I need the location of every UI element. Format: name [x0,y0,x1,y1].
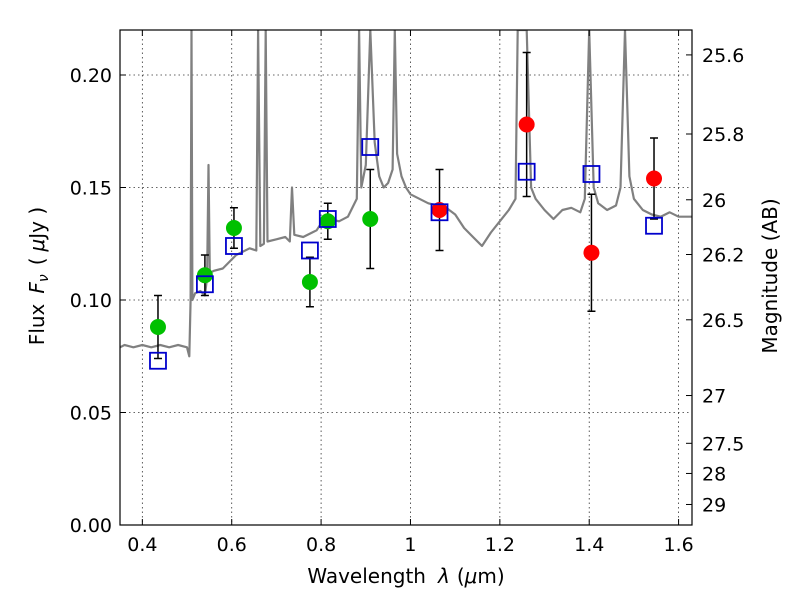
grid-layer [120,30,692,525]
mag-tick-label: 26 [702,190,726,212]
model-square-point [318,210,337,228]
marker-layer [149,116,663,370]
tick-layer: 0.4 0.6 0.8 1 1.2 1.4 1.6 0.00 0.05 0.10 0.15 0.20 2… [70,30,744,556]
mag-tick-label: 26.5 [702,310,744,332]
x-tick-label: 0.6 [217,534,247,556]
model-square-point [196,275,214,294]
mag-tick-label: 27 [702,386,726,408]
x-axis-label-open: ( [457,564,465,588]
y-axis-label: Flux Fν ( μJy ) [25,207,52,345]
mag-tick-label: 29 [702,494,726,516]
x-axis-label-prefix: Wavelength [307,564,426,588]
model-square-point [517,162,536,181]
y-tick-label: 0.05 [70,403,112,425]
y-tick-label: 0.00 [70,515,112,537]
mag-tick-label: 28 [702,463,726,485]
x-tick-label: 1 [404,534,416,556]
mag-tick-label: 27.5 [702,433,744,455]
red-data-point [646,170,663,187]
model-square-point [225,237,243,255]
green-data-point [149,319,166,335]
x-tick-label: 1.6 [663,534,693,556]
y-tick-label: 0.15 [70,178,112,200]
model-square-point [645,216,663,235]
x-axis-label-close: m) [477,564,504,588]
x-tick-label: 0.8 [306,534,336,556]
green-data-point [225,220,242,236]
right-axis-label: Magnitude (AB) [758,198,782,353]
x-axis-label-mu: μ [464,564,478,588]
x-tick-label: 1.4 [574,534,604,556]
y-axis-label-mu: μ [25,239,49,253]
mag-tick-label: 25.8 [702,124,744,146]
x-axis-label-lambda: λ [437,564,450,588]
model-square-point [361,138,380,156]
green-data-point [301,274,318,290]
spectrum-layer [120,30,692,358]
red-data-point [583,244,600,261]
y-axis-label-close: Jy ) [25,207,49,241]
plot-frame [119,29,693,526]
red-data-point [518,116,535,133]
x-tick-label: 0.4 [127,534,157,556]
model-square-point [149,351,167,370]
x-axis-label: Wavelength λ (μm) [307,564,504,588]
model-square-point [582,165,601,183]
mag-tick-label: 25.6 [702,45,744,67]
y-axis-label-symbol: F [25,282,49,294]
y-axis-label-open: ( [25,257,49,265]
y-tick-label: 0.10 [70,290,112,312]
y-axis-label-prefix: Flux [25,303,49,345]
green-data-point [362,211,379,227]
mag-tick-label: 26.2 [702,244,744,266]
y-axis-label-subscript: ν [36,274,52,282]
model-square-point [301,241,319,260]
y-tick-label: 0.20 [70,65,112,87]
x-tick-label: 1.2 [485,534,515,556]
green-data-point [196,267,213,284]
model-spectrum-line [120,30,692,358]
model-square-point [430,203,449,222]
